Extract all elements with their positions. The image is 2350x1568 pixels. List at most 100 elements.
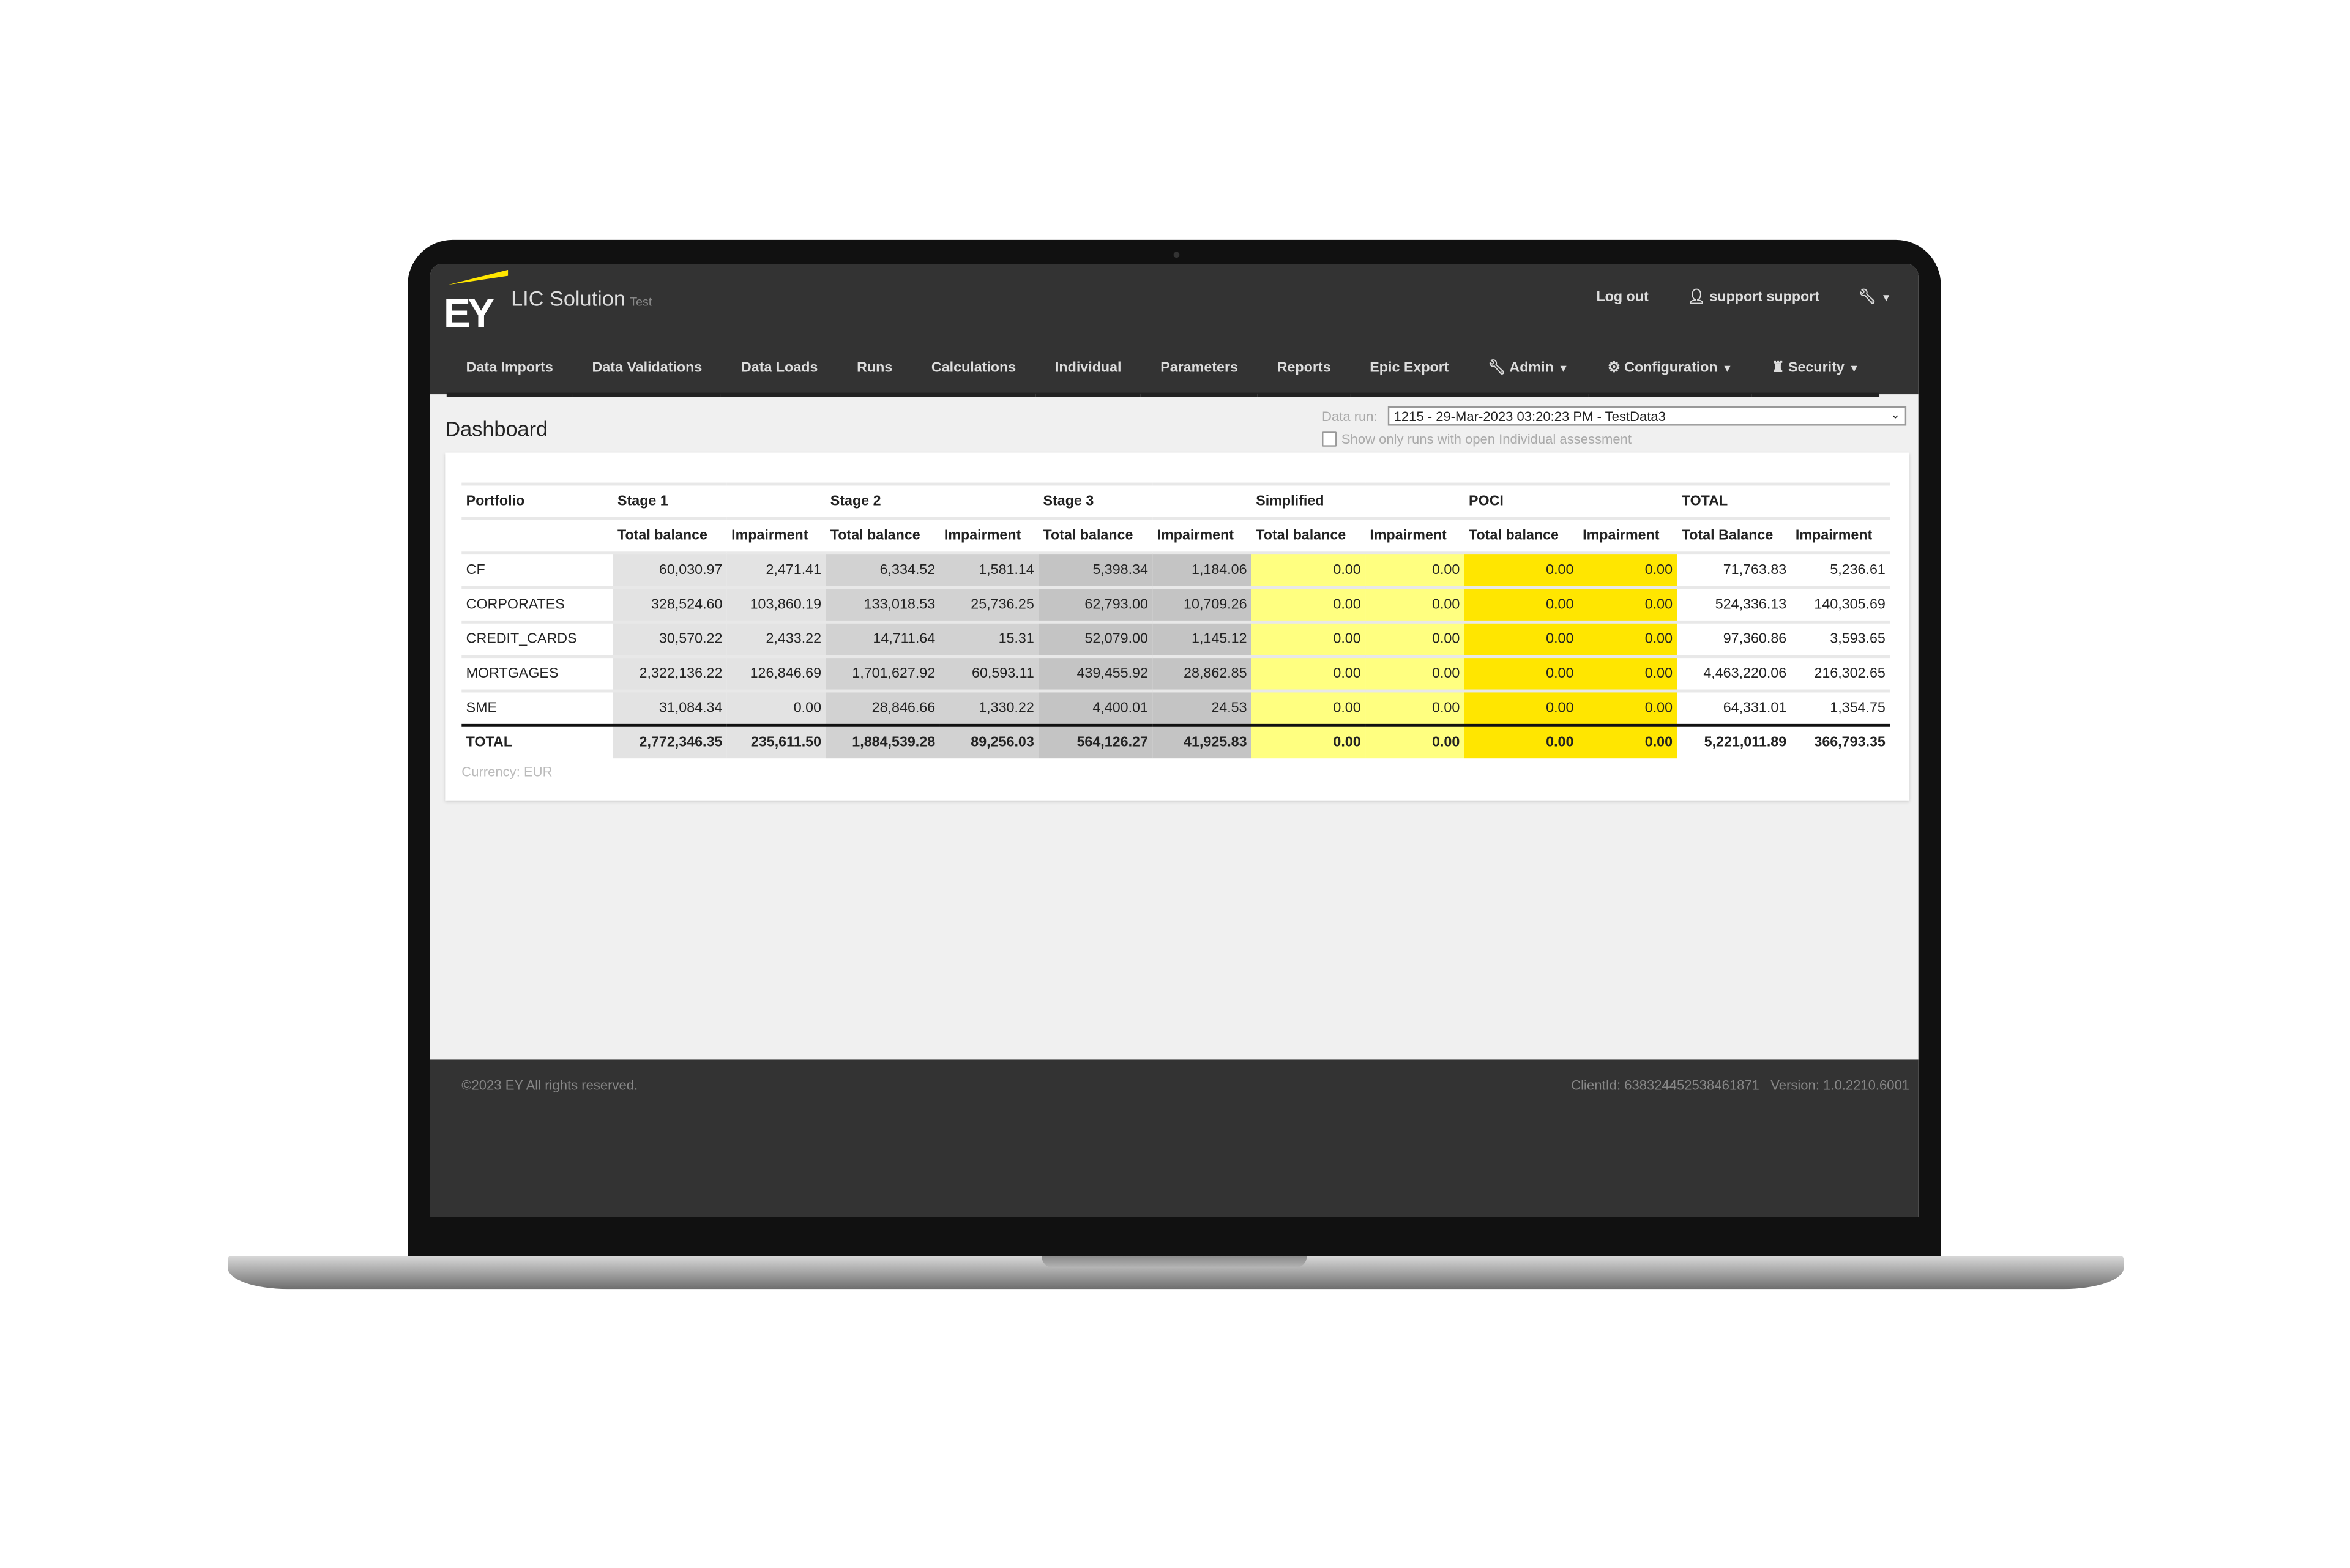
value-cell: 0.00 [1365,586,1464,622]
value-cell: 31,084.34 [613,689,727,726]
value-cell: 1,581.14 [939,551,1039,588]
open-assessment-filter[interactable]: Show only runs with open Individual asse… [1322,431,1632,447]
caret-down-icon: ▼ [1721,364,1733,375]
column-header: Impairment [726,517,826,553]
value-cell: 0.00 [726,689,826,726]
value-cell: 2,322,136.22 [613,655,727,691]
value-cell: 6,334.52 [826,551,940,588]
value-cell: 2,772,346.35 [613,723,727,759]
value-cell: 0.00 [1464,620,1578,657]
data-run-label: Data run: [1322,409,1378,425]
column-header: Total Balance [1677,517,1791,553]
logout-link[interactable]: Log out [1596,289,1649,306]
value-cell: 1,184.06 [1152,551,1251,588]
column-header: Total balance [613,517,727,553]
caret-down-icon: ▼ [1881,294,1892,305]
nav-runs[interactable]: Runs [837,360,912,397]
table-row: CREDIT_CARDS 30,570.22 2,433.22 14,711.64 15… [461,620,1890,657]
ey-logo[interactable]: EY [443,291,494,336]
environment-label: Test [630,295,652,309]
total-row: TOTAL 2,772,346.35 235,611.50 1,884,539.28 8… [461,723,1890,759]
user-menu[interactable]: 👤︎ support support [1687,289,1820,306]
nav-epic-export[interactable]: Epic Export [1350,360,1469,397]
value-cell: 5,221,011.89 [1677,723,1791,759]
caret-down-icon: ▼ [1558,364,1569,375]
value-cell: 0.00 [1578,655,1677,691]
nav-individual[interactable]: Individual [1035,360,1141,397]
wrench-icon: 🔧︎ [1858,289,1877,306]
value-cell: 15.31 [939,620,1039,657]
laptop-notch [1042,1256,1307,1268]
app-screen: EY LIC Solution Test Log out 👤︎ support s… [430,264,1919,1217]
column-header [461,517,613,553]
column-header: Total balance [826,517,940,553]
column-header: Impairment [939,517,1039,553]
group-header: Simplified [1251,482,1464,519]
nav-configuration[interactable]: ⚙︎ Configuration ▼ [1587,359,1752,397]
value-cell: 1,354.75 [1791,689,1890,726]
portfolio-cell: SME [461,689,613,726]
version-info: ClientId: 638324452538461871 Version: 1.… [1571,1077,1910,1093]
nav-reports[interactable]: Reports [1257,360,1351,397]
value-cell: 1,701,627.92 [826,655,940,691]
value-cell: 0.00 [1464,689,1578,726]
caret-down-icon: ▼ [1849,364,1860,375]
portfolio-cell: TOTAL [461,723,613,759]
value-cell: 28,846.66 [826,689,940,726]
value-cell: 0.00 [1578,551,1677,588]
copyright: ©2023 EY All rights reserved. [461,1077,638,1093]
nav-calculations[interactable]: Calculations [912,360,1036,397]
value-cell: 0.00 [1251,586,1366,622]
value-cell: 235,611.50 [726,723,826,759]
nav-admin[interactable]: 🔧︎ Admin ▼ [1468,360,1588,397]
value-cell: 2,471.41 [726,551,826,588]
value-cell: 41,925.83 [1152,723,1251,759]
table-row: SME 31,084.34 0.00 28,846.66 1,330.22 4,400.0… [461,689,1890,726]
value-cell: 0.00 [1365,551,1464,588]
nav-data-imports[interactable]: Data Imports [446,360,573,397]
value-cell: 71,763.83 [1677,551,1791,588]
value-cell: 10,709.26 [1152,586,1251,622]
main-nav: Data Imports Data Validations Data Loads Ru… [446,359,1879,397]
value-cell: 25,736.25 [939,586,1039,622]
value-cell: 0.00 [1464,723,1578,759]
value-cell: 0.00 [1365,620,1464,657]
column-header: Impairment [1578,517,1677,553]
value-cell: 103,860.19 [726,586,826,622]
value-cell: 14,711.64 [826,620,940,657]
user-icon: 👤︎ [1687,289,1706,306]
column-header: Impairment [1152,517,1251,553]
nav-data-loads[interactable]: Data Loads [722,360,838,397]
column-header: Total balance [1039,517,1153,553]
value-cell: 0.00 [1251,620,1366,657]
nav-data-validations[interactable]: Data Validations [572,360,722,397]
tools-menu[interactable]: 🔧︎ ▼ [1859,289,1892,306]
value-cell: 0.00 [1578,586,1677,622]
value-cell: 30,570.22 [613,620,727,657]
nav-parameters[interactable]: Parameters [1141,360,1258,397]
nav-security[interactable]: ♜ Security ▼ [1751,360,1879,397]
value-cell: 133,018.53 [826,586,940,622]
data-run-select[interactable]: 1215 - 29-Mar-2023 03:20:23 PM - TestDat… [1387,406,1907,426]
value-cell: 328,524.60 [613,586,727,622]
value-cell: 0.00 [1365,723,1464,759]
value-cell: 0.00 [1464,586,1578,622]
group-header-row: Portfolio Stage 1 Stage 2 Stage 3 Simplified… [461,482,1890,519]
value-cell: 524,336.13 [1677,586,1791,622]
column-header-row: Total balance Impairment Total balance Impa… [461,517,1890,553]
value-cell: 0.00 [1251,689,1366,726]
column-header: Total balance [1464,517,1578,553]
gear-icon: ⚙︎ [1607,359,1625,376]
value-cell: 24.53 [1152,689,1251,726]
value-cell: 64,331.01 [1677,689,1791,726]
portfolio-cell: CF [461,551,613,588]
wrench-icon: 🔧︎ [1488,359,1510,376]
currency-note: Currency: EUR [461,764,553,780]
open-assessment-checkbox[interactable] [1322,431,1337,447]
app-title[interactable]: LIC Solution Test [511,286,652,310]
footer: ©2023 EY All rights reserved. ClientId: … [430,1059,1919,1217]
value-cell: 126,846.69 [726,655,826,691]
column-header: Impairment [1365,517,1464,553]
page-title: Dashboard [445,416,548,441]
group-header: Stage 1 [613,482,826,519]
